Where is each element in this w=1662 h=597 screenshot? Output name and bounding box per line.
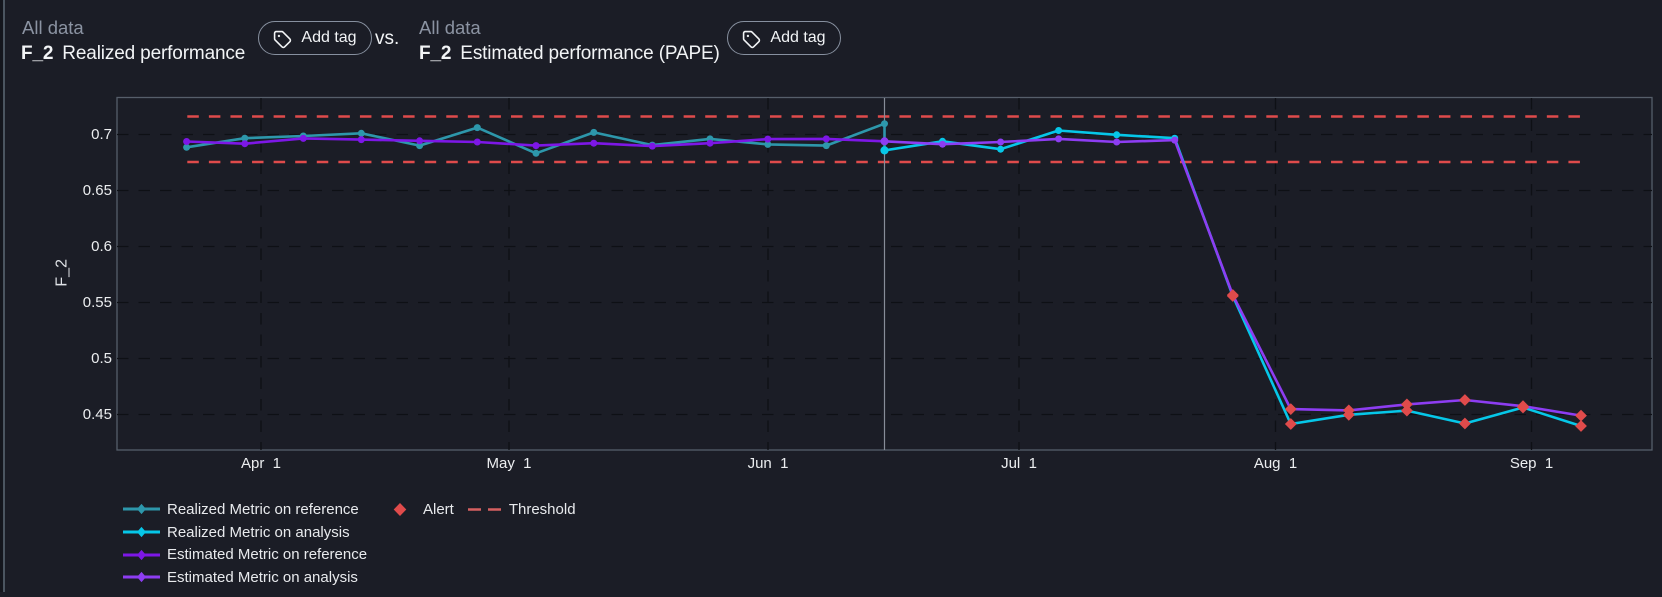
svg-text:0.7: 0.7 [91, 126, 112, 143]
svg-text:Sep 1: Sep 1 [1510, 455, 1553, 472]
svg-text:0.6: 0.6 [91, 238, 112, 255]
svg-text:0.45: 0.45 [83, 406, 112, 423]
svg-text:Jun 1: Jun 1 [748, 455, 789, 472]
svg-text:0.65: 0.65 [83, 182, 112, 199]
svg-text:0.5: 0.5 [91, 350, 112, 367]
svg-text:May 1: May 1 [486, 455, 531, 472]
svg-text:Aug 1: Aug 1 [1254, 455, 1297, 472]
svg-text:0.55: 0.55 [83, 294, 112, 311]
svg-text:Apr 1: Apr 1 [241, 455, 281, 472]
svg-text:Jul 1: Jul 1 [1001, 455, 1037, 472]
svg-text:F_2: F_2 [54, 259, 71, 287]
